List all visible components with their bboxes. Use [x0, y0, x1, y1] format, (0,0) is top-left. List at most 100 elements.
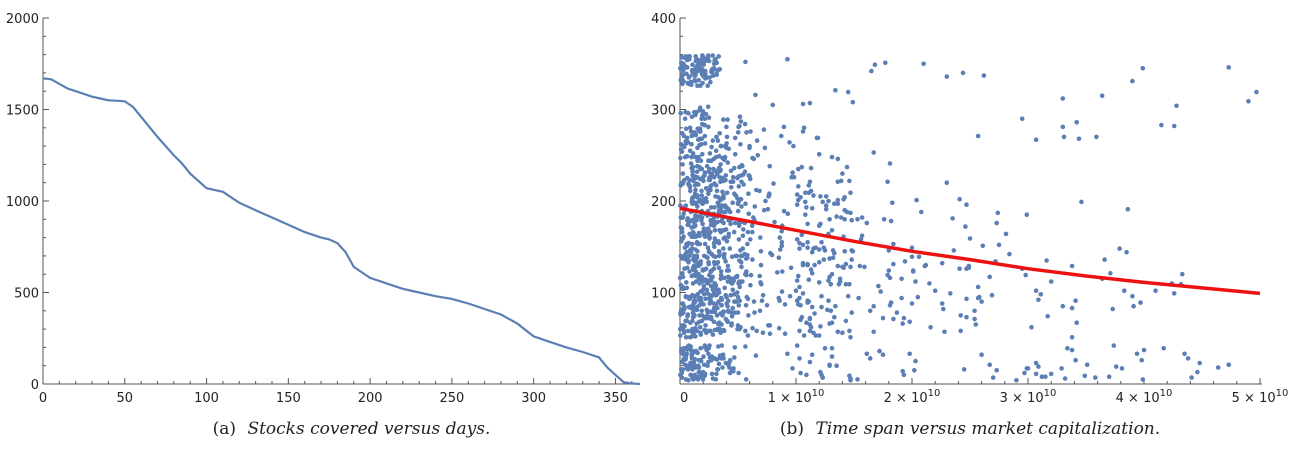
chart-b-point	[807, 328, 813, 334]
chart-a-y-tick-label: 1000	[6, 195, 39, 210]
chart-b-point	[735, 323, 741, 328]
chart-a-x-tick-label: 100	[194, 391, 219, 406]
chart-b-point	[730, 305, 735, 311]
chart-b-point	[807, 316, 813, 322]
chart-b-x-tick-label: 1 × 1010	[768, 388, 825, 406]
chart-b-point	[1082, 373, 1088, 379]
chart-b-point	[790, 170, 795, 175]
chart-b-point	[682, 116, 688, 121]
chart-b-point	[724, 190, 730, 196]
chart-b-point	[711, 240, 717, 246]
chart-b-point	[990, 375, 996, 380]
chart-b-point	[689, 114, 695, 120]
chart-b-point	[989, 292, 995, 298]
chart-b-point	[701, 283, 707, 289]
chart-b-point	[748, 237, 753, 242]
chart-b-point	[687, 183, 692, 188]
chart-b-point	[748, 272, 754, 278]
chart-b-point	[730, 200, 735, 206]
chart-b-point	[685, 57, 690, 63]
chart-b-point	[691, 263, 697, 269]
chart-b-point	[681, 133, 687, 139]
chart-b-point	[1215, 365, 1221, 370]
chart-b-point	[717, 66, 723, 72]
chart-b-point	[1033, 360, 1039, 366]
chart-b-point	[695, 377, 701, 382]
chart-b-point	[1048, 279, 1054, 284]
chart-b-point	[691, 333, 696, 338]
chart-b-point	[761, 127, 767, 132]
chart-b-point	[782, 331, 788, 337]
chart-b-point	[975, 133, 981, 139]
chart-b-points	[677, 53, 1259, 383]
chart-b-point	[699, 318, 705, 324]
chart-b-point	[804, 205, 809, 210]
chart-b-point	[785, 351, 790, 357]
chart-b-point	[683, 293, 689, 299]
chart-b-fit-line	[679, 206, 1261, 296]
chart-b-point	[721, 356, 726, 361]
chart-b-point	[692, 376, 697, 381]
chart-b-point	[1195, 369, 1200, 375]
chart-b-point	[883, 60, 888, 66]
chart-b-point	[994, 220, 999, 226]
chart-b-point	[775, 270, 780, 275]
chart-b-point	[700, 221, 705, 227]
chart-b-point	[706, 351, 711, 357]
chart-b-point	[899, 295, 904, 301]
chart-b-point	[695, 83, 700, 88]
chart-b-point	[721, 252, 726, 258]
chart-b-point	[725, 263, 731, 269]
chart-b-caption: (b) Time span versus market capitalizati…	[780, 419, 1160, 439]
chart-b-point	[735, 208, 741, 214]
chart-b-point	[742, 121, 748, 127]
chart-b-point	[685, 312, 691, 317]
chart-b-point	[683, 109, 688, 115]
chart-b-point	[1185, 356, 1191, 361]
chart-b-point	[708, 205, 714, 210]
chart-b-point	[797, 246, 802, 251]
chart-b-point	[890, 200, 895, 206]
chart-b-point	[717, 353, 723, 358]
chart-b-point	[881, 217, 887, 222]
chart-b-point	[696, 77, 701, 83]
chart-b-point	[899, 276, 904, 282]
chart-b-point	[754, 187, 759, 193]
chart-b-point	[735, 310, 741, 315]
chart-b-point	[677, 275, 683, 281]
chart-b-point	[805, 300, 810, 305]
chart-b-point	[914, 197, 919, 203]
chart-b-point	[725, 160, 731, 165]
chart-b-point	[694, 217, 699, 223]
chart-b-point	[692, 78, 698, 84]
chart-b-point	[699, 70, 704, 76]
chart-b-point	[1171, 291, 1177, 296]
chart-b-point	[835, 156, 841, 162]
chart-b-point	[844, 164, 850, 170]
chart-b-point	[1069, 335, 1075, 340]
chart-b-point	[729, 254, 735, 260]
chart-b-point	[987, 362, 992, 368]
chart-b-point	[1074, 120, 1079, 125]
chart-b-point	[731, 229, 737, 235]
chart-b-point	[691, 200, 697, 206]
chart-b-point	[682, 154, 688, 160]
chart-b-point	[746, 211, 752, 217]
chart-b-point	[919, 209, 924, 215]
chart-b-point	[709, 171, 715, 176]
chart-b-point	[816, 223, 822, 228]
chart-b-point	[693, 73, 698, 78]
chart-b-point	[765, 206, 771, 212]
chart-b-point	[823, 194, 829, 199]
chart-b-point	[973, 322, 979, 327]
chart-b-point	[1161, 346, 1166, 351]
chart-b-point	[733, 253, 738, 259]
chart-b-point	[711, 166, 716, 172]
chart-b-point	[805, 221, 810, 227]
chart-b-point	[728, 292, 733, 298]
chart-b-point	[720, 365, 725, 370]
chart-b-point	[818, 369, 823, 375]
chart-b-point	[760, 292, 766, 298]
chart-b-point	[679, 215, 685, 220]
chart-b-point	[752, 204, 758, 209]
